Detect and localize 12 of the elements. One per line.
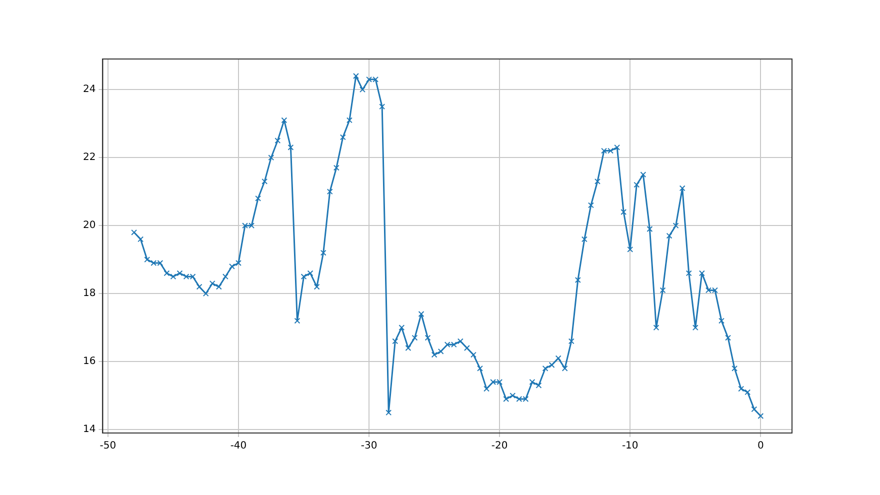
y-tick-label: 20 xyxy=(82,220,96,232)
x-tick-label: -20 xyxy=(491,440,508,452)
x-tick-label: -50 xyxy=(100,440,116,452)
y-tick-label: 14 xyxy=(82,424,96,436)
y-tick-label: 22 xyxy=(82,152,96,164)
x-tick-label: -30 xyxy=(360,440,378,452)
y-tick-label: 18 xyxy=(82,288,96,300)
x-tick-label: -40 xyxy=(230,440,247,452)
x-tick-label: -10 xyxy=(622,440,638,452)
x-tick-label: 0 xyxy=(757,440,764,452)
y-tick-label: 16 xyxy=(82,356,96,368)
y-tick-label: 24 xyxy=(82,84,96,96)
